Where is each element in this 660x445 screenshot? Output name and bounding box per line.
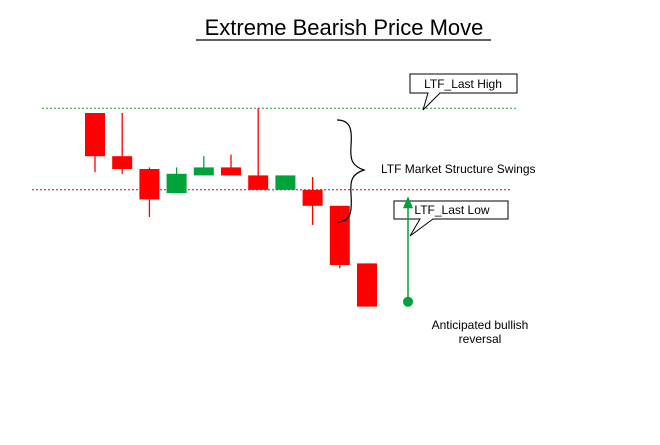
callout-last-high: LTF_Last High — [409, 73, 518, 111]
candle-body-7 — [248, 175, 269, 190]
candle-body-1 — [85, 113, 105, 157]
callout-last-low: LTF_Last Low — [393, 200, 509, 237]
swing-brace-label: LTF Market Structure Swings — [381, 162, 536, 176]
candle-body-10 — [329, 205, 350, 265]
reversal-label-line1: Anticipated bullish — [432, 318, 529, 332]
candle-body-6 — [221, 167, 241, 176]
candle-body-8 — [275, 175, 296, 190]
reversal-arrow-origin — [403, 296, 413, 307]
swing-brace — [336, 119, 366, 223]
callout-last-low-label: LTF_Last Low — [414, 203, 489, 217]
candle-body-3 — [139, 169, 160, 200]
chart-title: Extreme Bearish Price Move — [205, 15, 484, 40]
candle-body-5 — [193, 167, 214, 176]
candle-body-4 — [166, 173, 187, 193]
candle-body-9 — [302, 189, 323, 206]
candle-body-11 — [357, 263, 377, 307]
reversal-arrow-head — [403, 196, 413, 209]
callout-last-high-label: LTF_Last High — [424, 77, 502, 91]
reversal-label-line2: reversal — [459, 332, 502, 346]
candle-body-2 — [112, 156, 133, 169]
candles-group — [85, 108, 377, 307]
